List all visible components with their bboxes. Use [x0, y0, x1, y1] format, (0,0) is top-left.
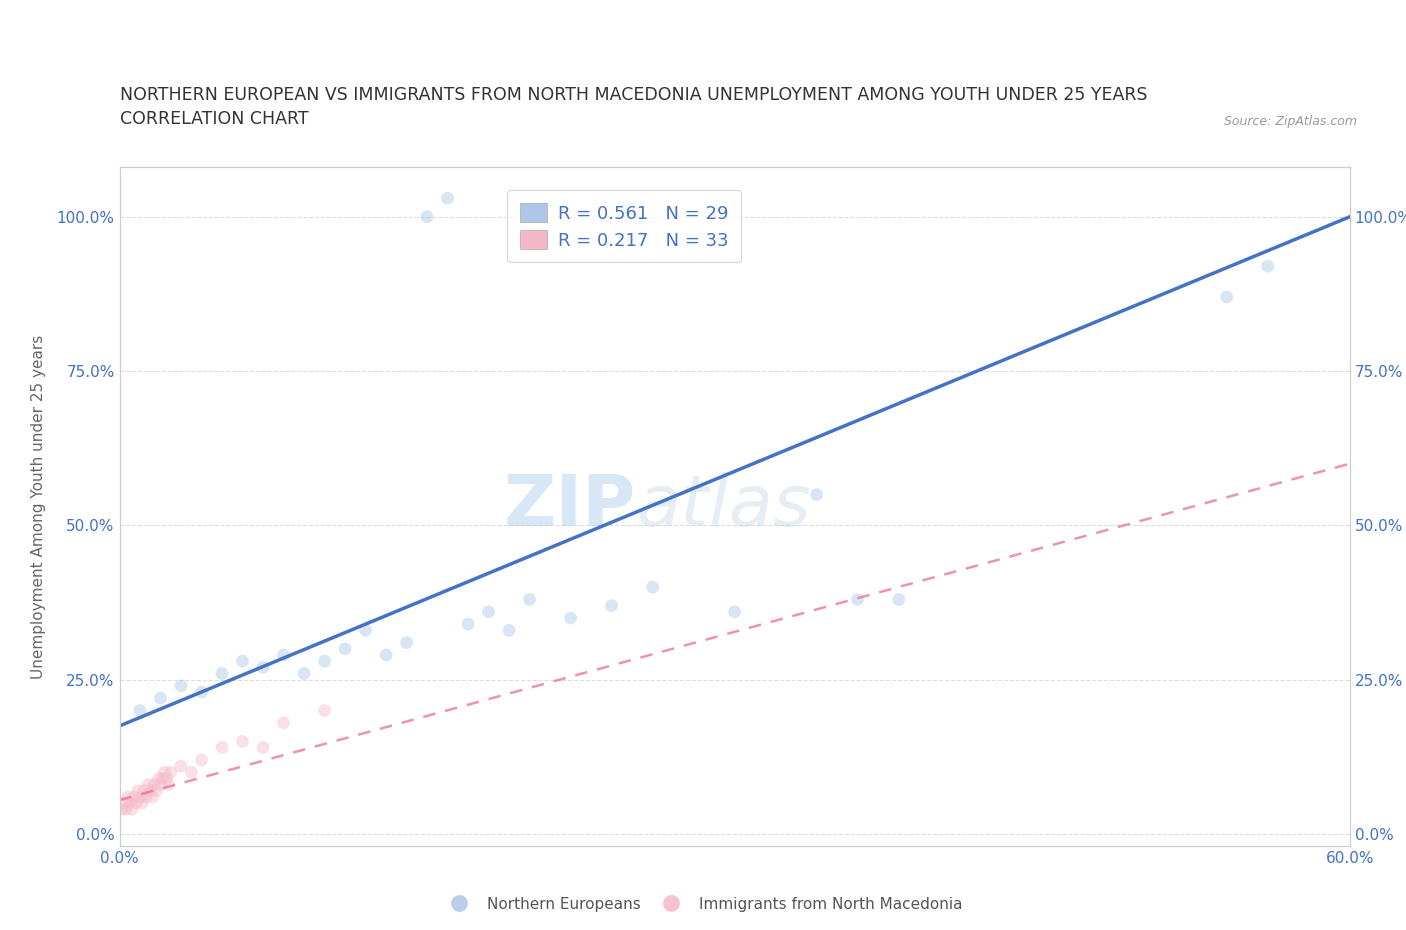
Point: [333, 642, 356, 657]
Point: [139, 783, 162, 798]
Point: [211, 666, 233, 681]
Point: [314, 703, 336, 718]
Point: [724, 604, 747, 619]
Text: Source: ZipAtlas.com: Source: ZipAtlas.com: [1223, 115, 1357, 128]
Point: [121, 802, 143, 817]
Point: [375, 647, 398, 662]
Point: [118, 796, 141, 811]
Point: [846, 592, 869, 607]
Point: [153, 764, 176, 779]
Text: ZIP: ZIP: [503, 472, 636, 541]
Point: [457, 617, 479, 631]
Point: [117, 790, 139, 804]
Point: [252, 740, 274, 755]
Y-axis label: Unemployment Among Youth under 25 years: Unemployment Among Youth under 25 years: [31, 335, 45, 679]
Point: [354, 623, 377, 638]
Point: [190, 752, 212, 767]
Point: [478, 604, 501, 619]
Point: [180, 764, 202, 779]
Point: [519, 592, 541, 607]
Point: [498, 623, 520, 638]
Point: [806, 487, 828, 502]
Point: [252, 660, 274, 675]
Point: [145, 783, 167, 798]
Point: [135, 790, 157, 804]
Point: [170, 678, 193, 693]
Point: [395, 635, 418, 650]
Legend: Northern Europeans, Immigrants from North Macedonia: Northern Europeans, Immigrants from Nort…: [437, 891, 969, 918]
Point: [141, 790, 163, 804]
Point: [129, 703, 152, 718]
Point: [148, 771, 170, 786]
Point: [110, 802, 132, 817]
Point: [114, 802, 136, 817]
Point: [152, 771, 174, 786]
Point: [122, 790, 145, 804]
Point: [560, 610, 582, 625]
Point: [1257, 259, 1279, 273]
Point: [157, 777, 180, 792]
Point: [170, 759, 193, 774]
Point: [131, 796, 153, 811]
Point: [159, 764, 181, 779]
Point: [416, 209, 439, 224]
Point: [149, 691, 172, 706]
Point: [149, 777, 172, 792]
Point: [292, 666, 315, 681]
Point: [190, 684, 212, 699]
Point: [600, 598, 623, 613]
Text: atlas: atlas: [636, 472, 811, 541]
Point: [143, 777, 166, 792]
Point: [127, 783, 149, 798]
Point: [1216, 289, 1239, 304]
Point: [136, 777, 159, 792]
Point: [641, 579, 664, 594]
Point: [314, 654, 336, 669]
Text: CORRELATION CHART: CORRELATION CHART: [120, 111, 308, 128]
Point: [112, 796, 135, 811]
Point: [436, 191, 458, 206]
Point: [211, 740, 233, 755]
Point: [231, 654, 254, 669]
Text: NORTHERN EUROPEAN VS IMMIGRANTS FROM NORTH MACEDONIA UNEMPLOYMENT AMONG YOUTH UN: NORTHERN EUROPEAN VS IMMIGRANTS FROM NOR…: [120, 86, 1147, 104]
Point: [887, 592, 910, 607]
Point: [273, 715, 295, 730]
Point: [125, 796, 148, 811]
Legend: R = 0.561   N = 29, R = 0.217   N = 33: R = 0.561 N = 29, R = 0.217 N = 33: [508, 190, 741, 262]
Point: [129, 790, 152, 804]
Point: [231, 734, 254, 749]
Point: [273, 647, 295, 662]
Point: [132, 783, 156, 798]
Point: [156, 771, 179, 786]
